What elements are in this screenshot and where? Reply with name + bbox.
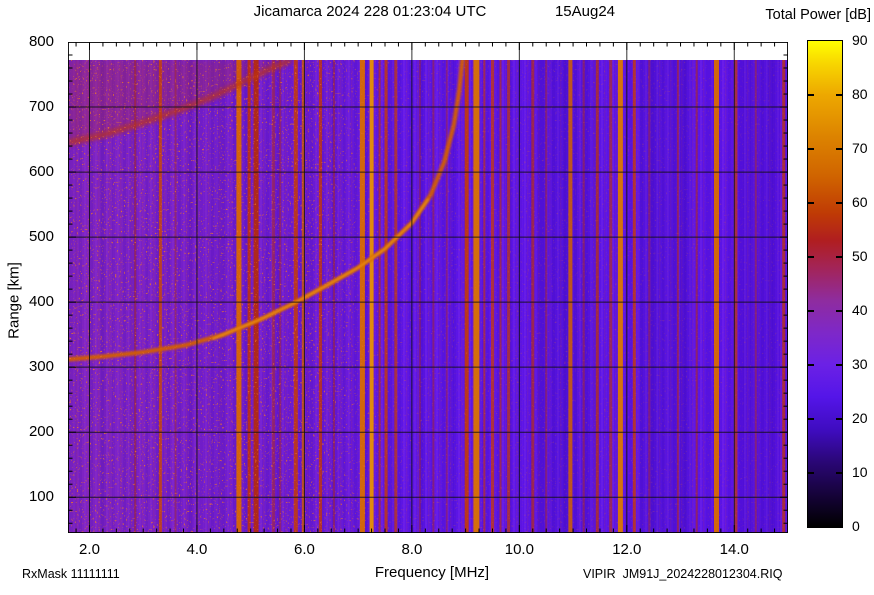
colorbar-tick bbox=[807, 418, 814, 420]
colorbar-tick bbox=[836, 472, 843, 474]
y-tick-label: 300 bbox=[28, 358, 54, 376]
colorbar-tick bbox=[807, 256, 814, 258]
y-tick-label: 200 bbox=[28, 423, 54, 441]
x-tick-label: 10.0 bbox=[504, 541, 534, 558]
ionogram-plot-area bbox=[68, 42, 788, 533]
colorbar-tick bbox=[836, 148, 843, 150]
colorbar-tick-label: 0 bbox=[852, 518, 860, 534]
heatmap-data-layer bbox=[68, 60, 788, 533]
colorbar-tick-label: 20 bbox=[852, 410, 868, 426]
colorbar-tick-label: 40 bbox=[852, 302, 868, 318]
colorbar-title: Total Power [dB] bbox=[765, 7, 871, 23]
y-tick-label: 100 bbox=[28, 488, 54, 506]
y-tick-label: 500 bbox=[28, 228, 54, 246]
colorbar-tick bbox=[807, 94, 814, 96]
colorbar-tick bbox=[836, 364, 843, 366]
colorbar-tick bbox=[836, 418, 843, 420]
y-tick-label: 800 bbox=[28, 33, 54, 50]
colorbar-tick bbox=[807, 364, 814, 366]
colorbar-tick-label: 80 bbox=[852, 86, 868, 102]
colorbar-tick bbox=[807, 202, 814, 204]
x-tick-label: 2.0 bbox=[79, 541, 100, 558]
colorbar-tick bbox=[836, 310, 843, 312]
colorbar-tick bbox=[807, 472, 814, 474]
x-tick-label: 12.0 bbox=[612, 541, 642, 558]
x-tick-label: 14.0 bbox=[719, 541, 749, 558]
colorbar-tick-label: 30 bbox=[852, 356, 868, 372]
rx-mask-label: RxMask 11111111 bbox=[22, 567, 120, 581]
colorbar-tick-label: 90 bbox=[852, 32, 868, 48]
x-tick-label: 6.0 bbox=[293, 541, 315, 558]
x-tick-label: 8.0 bbox=[401, 541, 423, 558]
x-axis-label: Frequency [MHz] bbox=[374, 564, 490, 581]
colorbar-tick bbox=[836, 202, 843, 204]
no-data-band bbox=[69, 42, 787, 60]
y-tick-label: 600 bbox=[28, 163, 54, 181]
colorbar-tick bbox=[836, 256, 843, 258]
noise-speckle bbox=[68, 60, 788, 533]
colorbar bbox=[807, 40, 843, 528]
colorbar-tick bbox=[807, 310, 814, 312]
y-tick-label: 700 bbox=[28, 98, 54, 116]
colorbar-tick-label: 50 bbox=[852, 248, 868, 264]
colorbar-tick bbox=[807, 148, 814, 150]
colorbar-tick bbox=[836, 94, 843, 96]
plot-title: Jicamarca 2024 228 01:23:04 UTC bbox=[253, 3, 487, 20]
file-name-label: VIPIR JM91J_2024228012304.RIQ bbox=[583, 567, 783, 581]
colorbar-tick-label: 70 bbox=[852, 140, 868, 156]
y-tick-label: 400 bbox=[28, 293, 54, 311]
colorbar-tick-label: 60 bbox=[852, 194, 868, 210]
x-tick-label: 4.0 bbox=[186, 541, 208, 558]
gridlines bbox=[68, 42, 788, 533]
plot-date: 15Aug24 bbox=[554, 3, 616, 20]
colorbar-tick-label: 10 bbox=[852, 464, 868, 480]
